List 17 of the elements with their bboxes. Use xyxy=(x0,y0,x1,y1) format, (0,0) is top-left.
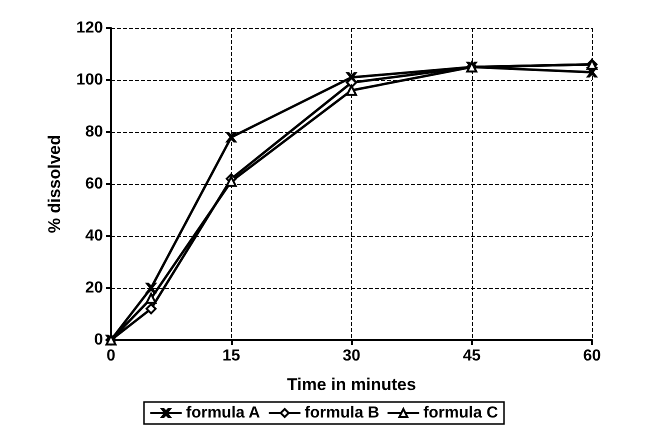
x-tick-label: 60 xyxy=(583,348,601,364)
x-axis-title: Time in minutes xyxy=(286,375,416,394)
y-tick-label: 0 xyxy=(94,332,104,348)
y-tick-label: 80 xyxy=(85,124,104,140)
y-axis-title: % dissolved xyxy=(45,134,64,234)
y-tick-label: 20 xyxy=(85,280,104,296)
x-tick-label: 15 xyxy=(222,348,240,364)
y-tick-label: 120 xyxy=(76,20,104,36)
x-tick-label: 45 xyxy=(462,348,481,364)
legend-label: formula A xyxy=(186,404,261,422)
y-tick-label: 40 xyxy=(85,228,104,244)
y-tick-label: 60 xyxy=(85,176,104,192)
legend-label: formula C xyxy=(423,404,498,422)
legend-label: formula B xyxy=(304,404,380,422)
x-tick-label: 0 xyxy=(106,348,116,364)
y-tick-label: 100 xyxy=(76,72,104,88)
x-tick-label: 30 xyxy=(342,348,360,364)
